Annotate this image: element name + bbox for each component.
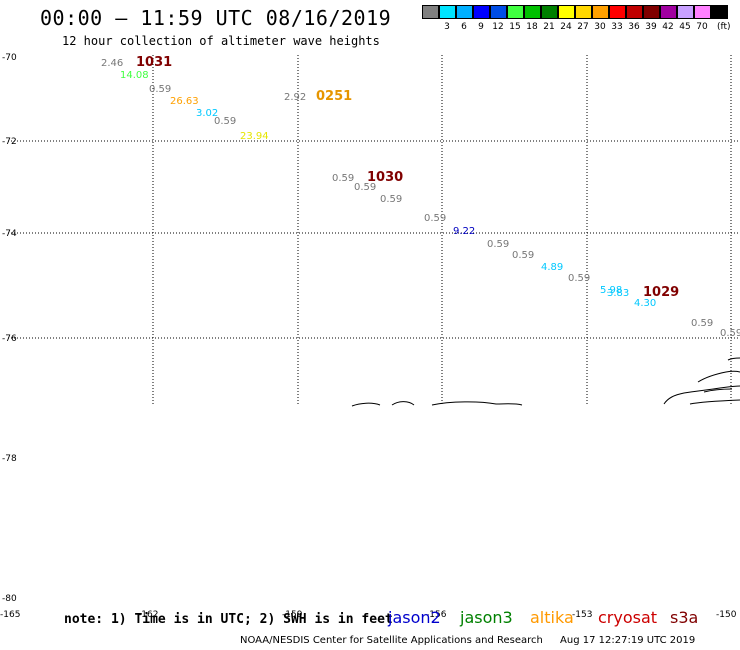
latitude-labels: -70 -72 -74 -76 -78 -80 xyxy=(2,53,17,604)
credit-text: NOAA/NESDIS Center for Satellite Applica… xyxy=(240,635,543,646)
legend-item-jason2: jason2 xyxy=(388,608,441,627)
legend-item-jason3: jason3 xyxy=(460,608,513,627)
wave-height-label: 0.59 xyxy=(424,213,446,224)
pass-time-label: 1031 xyxy=(136,55,172,70)
color-scale-label: 12 xyxy=(492,22,504,32)
wave-height-label: 26.63 xyxy=(170,96,199,107)
wave-height-label: 0.59 xyxy=(568,273,590,284)
color-scale-label: 70 xyxy=(696,22,708,32)
color-scale-label: 15 xyxy=(509,22,521,32)
color-scale-label: 18 xyxy=(526,22,538,32)
longitude-label: -165 xyxy=(0,610,20,620)
wave-height-label: 0.59 xyxy=(214,116,236,127)
map-subtitle: 12 hour collection of altimeter wave hei… xyxy=(62,34,380,48)
longitude-label: -162 xyxy=(138,610,158,620)
color-scale-label: 27 xyxy=(577,22,589,32)
timestamp-text: Aug 17 12:27:19 UTC 2019 xyxy=(560,635,696,646)
wave-height-label: 0.59 xyxy=(487,239,509,250)
longitude-label: -153 xyxy=(572,610,592,620)
color-scale-label: 24 xyxy=(560,22,572,32)
footer-note: note: 1) Time is in UTC; 2) SWH is in fe… xyxy=(64,612,393,627)
color-swatch xyxy=(711,5,728,19)
color-scale-label: 33 xyxy=(611,22,623,32)
latitude-label: -80 xyxy=(2,594,17,604)
color-scale-label: 39 xyxy=(645,22,657,32)
wave-height-label: 3.02 xyxy=(196,108,218,119)
color-swatch xyxy=(660,5,677,19)
color-swatch xyxy=(524,5,541,19)
pass-time-label: 1029 xyxy=(643,285,679,300)
color-scale-unit: (ft) xyxy=(717,22,731,32)
wave-height-label: 0.59 xyxy=(354,182,376,193)
longitude-label: -159 xyxy=(282,610,303,620)
color-swatch xyxy=(694,5,711,19)
wave-height-label: 2.46 xyxy=(101,58,123,69)
footer-credit: NOAA/NESDIS Center for Satellite Applica… xyxy=(240,635,695,646)
color-swatch xyxy=(490,5,507,19)
color-swatch xyxy=(507,5,524,19)
color-swatch xyxy=(439,5,456,19)
pass-time-label: 0251 xyxy=(316,89,352,104)
color-scale-label: 21 xyxy=(543,22,555,32)
latitude-label: -76 xyxy=(2,334,17,344)
color-swatch xyxy=(541,5,558,19)
wave-height-label: 0.59 xyxy=(332,173,354,184)
wave-height-label: 0.59 xyxy=(691,318,713,329)
color-swatch xyxy=(609,5,626,19)
legend-item-cryosat: cryosat xyxy=(598,608,658,627)
latitude-label: -72 xyxy=(2,137,17,147)
wave-height-label: 3.83 xyxy=(607,288,629,299)
color-scale-label: 6 xyxy=(461,22,467,32)
wave-height-label: 5.98 xyxy=(600,285,622,296)
color-scale-label: 3 xyxy=(444,22,450,32)
color-scale-label: 45 xyxy=(679,22,691,32)
coastline xyxy=(351,357,740,407)
wave-height-label: 14.08 xyxy=(120,70,149,81)
color-swatch xyxy=(575,5,592,19)
wave-height-label: 0.59 xyxy=(380,194,402,205)
color-scale-label: 36 xyxy=(628,22,640,32)
longitude-labels: -165 -162 -159 -156 -153 -150 xyxy=(0,610,737,620)
longitude-label: -156 xyxy=(426,610,447,620)
latitude-label: -78 xyxy=(2,454,17,464)
color-swatch xyxy=(558,5,575,19)
legend-item-s3a: s3a xyxy=(670,608,699,627)
color-scale-label: 42 xyxy=(662,22,674,32)
wave-height-label: 0.59 xyxy=(512,250,534,261)
wave-height-label: 9.22 xyxy=(453,226,475,237)
color-swatch xyxy=(643,5,660,19)
wave-height-label: 4.30 xyxy=(634,298,656,309)
map-title: 00:00 – 11:59 UTC 08/16/2019 xyxy=(40,6,392,30)
color-scale-label: 9 xyxy=(478,22,484,32)
graticule xyxy=(8,55,740,405)
legend-item-altika: altika xyxy=(530,608,574,627)
wave-height-label: 0.59 xyxy=(720,328,740,339)
color-swatch xyxy=(456,5,473,19)
wave-height-label: 4.89 xyxy=(541,262,563,273)
wave-height-label: 0.59 xyxy=(149,84,171,95)
latitude-label: -74 xyxy=(2,229,17,239)
longitude-label: -150 xyxy=(716,610,737,620)
wave-height-label: 23.94 xyxy=(240,131,269,142)
color-swatch xyxy=(626,5,643,19)
latitude-label: -70 xyxy=(2,53,17,63)
color-swatch xyxy=(592,5,609,19)
color-swatch xyxy=(473,5,490,19)
wave-height-label: 2.92 xyxy=(284,92,306,103)
color-swatch xyxy=(677,5,694,19)
color-swatch xyxy=(422,5,439,19)
color-scale-label: 30 xyxy=(594,22,606,32)
pass-time-label: 1030 xyxy=(367,170,403,185)
